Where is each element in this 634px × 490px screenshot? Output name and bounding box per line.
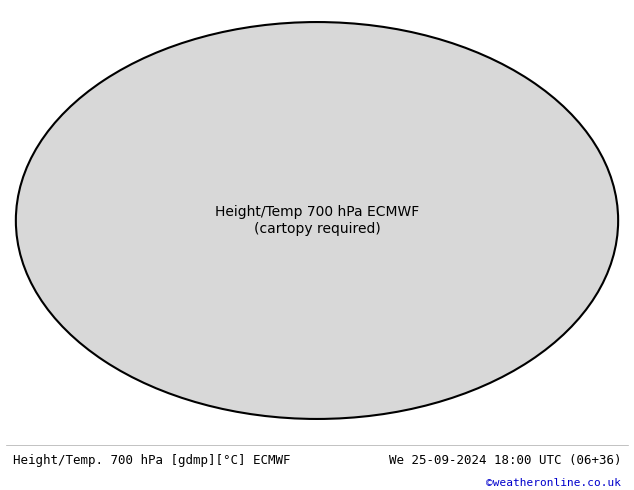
Text: ©weatheronline.co.uk: ©weatheronline.co.uk [486,478,621,488]
Text: Height/Temp. 700 hPa [gdmp][°C] ECMWF: Height/Temp. 700 hPa [gdmp][°C] ECMWF [13,454,290,467]
Text: Height/Temp 700 hPa ECMWF
(cartopy required): Height/Temp 700 hPa ECMWF (cartopy requi… [215,205,419,236]
Text: We 25-09-2024 18:00 UTC (06+36): We 25-09-2024 18:00 UTC (06+36) [389,454,621,467]
Ellipse shape [16,22,618,419]
